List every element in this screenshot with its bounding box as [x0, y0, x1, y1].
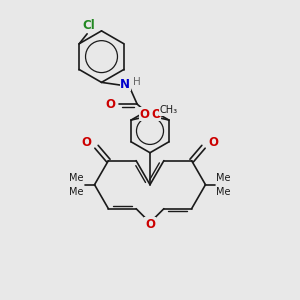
Text: O: O: [145, 218, 155, 231]
Text: CH₃: CH₃: [160, 105, 178, 115]
Text: O: O: [208, 136, 218, 149]
Text: O: O: [139, 108, 149, 121]
Text: Me: Me: [69, 187, 84, 196]
Text: H: H: [133, 77, 141, 87]
Text: N: N: [120, 78, 130, 91]
Text: O: O: [105, 98, 116, 111]
Text: Me: Me: [69, 173, 84, 183]
Text: Me: Me: [216, 187, 231, 196]
Text: O: O: [151, 108, 161, 121]
Text: Cl: Cl: [83, 20, 95, 32]
Text: O: O: [82, 136, 92, 149]
Text: Me: Me: [216, 173, 231, 183]
